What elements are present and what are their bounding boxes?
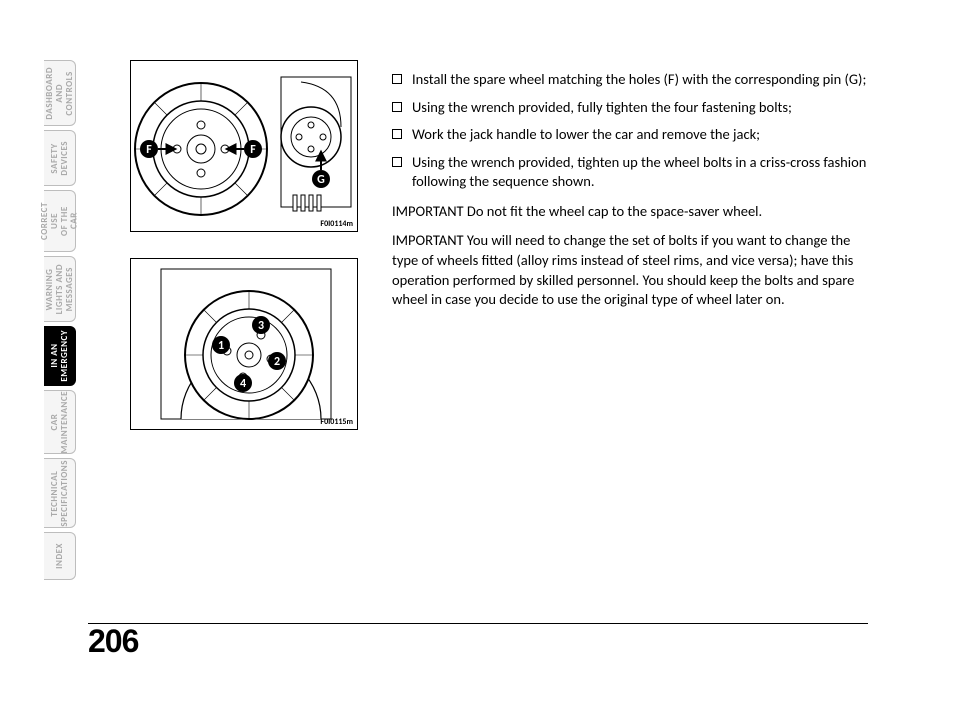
svg-text:G: G (317, 173, 325, 187)
manual-page: DASHBOARD AND CONTROLS SAFETY DEVICES CORR… (0, 0, 954, 702)
section-tabs: DASHBOARD AND CONTROLS SAFETY DEVICES CORR… (44, 60, 76, 580)
section-tab-label: SAFETY DEVICES (50, 135, 70, 182)
figure-2-svg: 3 1 2 4 (131, 259, 359, 431)
section-tab-label: CAR MAINTENANCE (50, 385, 70, 459)
important-note-1: IMPORTANT Do not fit the wheel cap to th… (392, 202, 872, 222)
bullet-box-icon (392, 157, 402, 167)
instruction-item: Install the spare wheel matching the hol… (392, 70, 872, 90)
svg-text:2: 2 (274, 355, 280, 369)
svg-text:F: F (146, 143, 152, 157)
svg-text:F: F (250, 143, 256, 157)
instruction-item: Using the wrench provided, fully tighten… (392, 98, 872, 118)
svg-text:3: 3 (258, 319, 264, 333)
instruction-text: Using the wrench provided, tighten up th… (412, 153, 872, 192)
figure-spare-wheel-mount: F F G (130, 60, 358, 232)
section-tab-label: TECHNICAL SPECIFICATIONS (50, 454, 70, 533)
instruction-item: Using the wrench provided, tighten up th… (392, 153, 872, 192)
figure-bolt-sequence: 3 1 2 4 F0I0115m (130, 258, 358, 430)
figure-1-caption: F0I0114m (320, 219, 353, 229)
figure-2-caption: F0I0115m (320, 417, 353, 427)
section-tab-label: INDEX (55, 537, 65, 575)
body-text: Install the spare wheel matching the hol… (392, 70, 872, 320)
instruction-list: Install the spare wheel matching the hol… (392, 70, 872, 192)
instruction-text: Install the spare wheel matching the hol… (412, 70, 866, 90)
bullet-box-icon (392, 74, 402, 84)
figure-1-svg: F F G (131, 61, 359, 233)
instruction-text: Work the jack handle to lower the car an… (412, 125, 760, 145)
section-tab-label: IN AN EMERGENCY (50, 324, 70, 388)
instruction-text: Using the wrench provided, fully tighten… (412, 98, 792, 118)
svg-text:1: 1 (218, 339, 224, 353)
section-tab-label: DASHBOARD AND CONTROLS (45, 61, 75, 126)
page-rule (88, 623, 868, 625)
bullet-box-icon (392, 102, 402, 112)
section-tab[interactable]: CORRECT USE OF THE CAR (44, 190, 76, 252)
section-tab[interactable]: INDEX (44, 532, 76, 580)
section-tab[interactable]: WARNING LIGHTS AND MESSAGES (44, 256, 76, 322)
instruction-item: Work the jack handle to lower the car an… (392, 125, 872, 145)
section-tab-label: WARNING LIGHTS AND MESSAGES (45, 258, 75, 320)
bullet-box-icon (392, 129, 402, 139)
section-tab[interactable]: SAFETY DEVICES (44, 130, 76, 186)
section-tab[interactable]: TECHNICAL SPECIFICATIONS (44, 458, 76, 528)
page-number: 206 (88, 623, 138, 660)
section-tab[interactable]: DASHBOARD AND CONTROLS (44, 60, 76, 126)
section-tab-label: CORRECT USE OF THE CAR (40, 191, 80, 251)
svg-text:4: 4 (240, 377, 246, 391)
section-tab[interactable]: CAR MAINTENANCE (44, 390, 76, 454)
section-tab[interactable]: IN AN EMERGENCY (44, 326, 76, 386)
important-note-2: IMPORTANT You will need to change the se… (392, 231, 872, 309)
